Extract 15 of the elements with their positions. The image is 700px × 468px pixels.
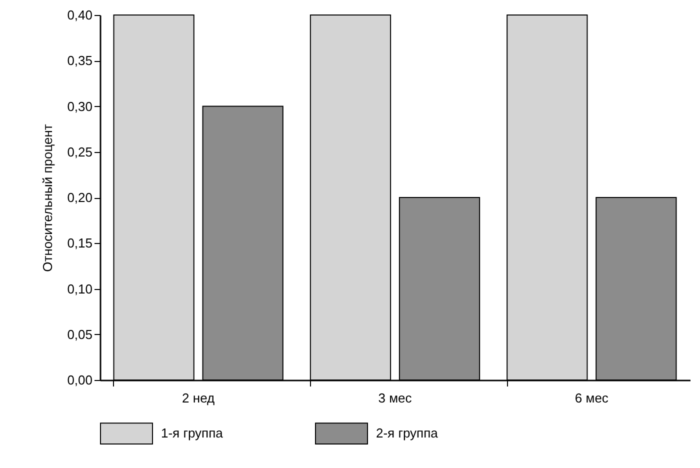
y-tick-label: 0,15 — [67, 236, 92, 251]
y-tick-label: 0,30 — [67, 98, 92, 114]
y-tick-label: 0,35 — [67, 53, 92, 68]
y-tick-label: 0,25 — [67, 144, 92, 160]
y-tick-label: 0,40 — [67, 8, 92, 22]
y-axis-title: Относительный процент — [40, 124, 56, 272]
y-tick-label: 0,10 — [67, 281, 92, 296]
x-tick-label: 6 мес — [574, 390, 609, 406]
y-tick-label: 0,00 — [67, 372, 92, 388]
legend-label: 1-я группа — [161, 426, 224, 441]
y-tick-label: 0,20 — [67, 190, 92, 205]
x-tick-label: 2 нед — [182, 390, 216, 406]
x-tick-label: 3 мес — [378, 390, 412, 406]
legend-label: 2-я группа — [376, 426, 439, 441]
y-tick-label: 0,05 — [67, 326, 92, 342]
